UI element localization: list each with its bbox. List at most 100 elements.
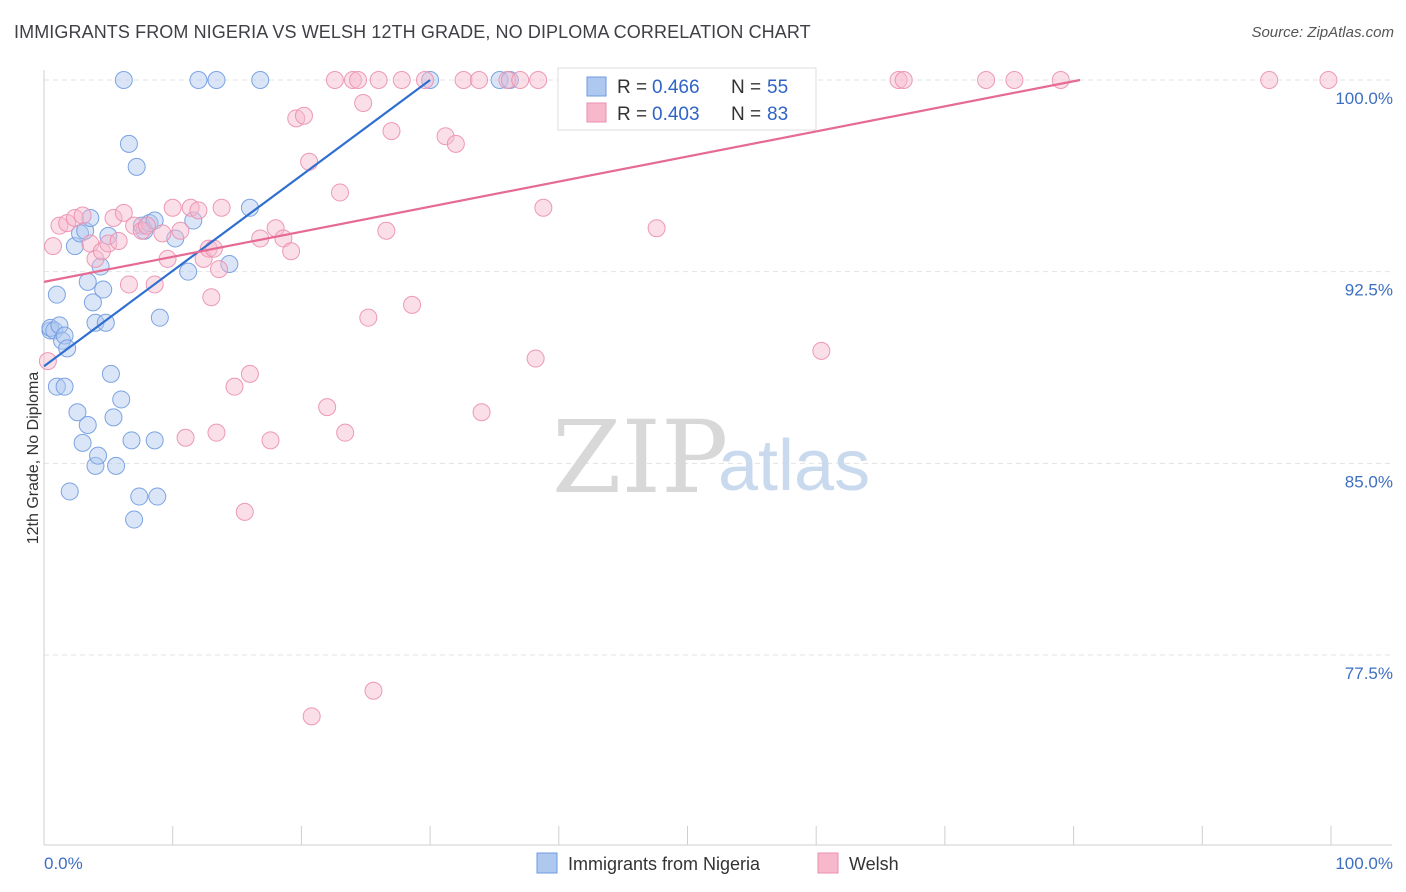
legend-swatch-pink — [586, 102, 607, 123]
welsh-point-12 — [114, 203, 133, 222]
watermark-atlas: atlas — [718, 426, 870, 506]
legend-r-label-pink: R = — [617, 104, 647, 125]
welsh-point-41 — [294, 106, 313, 125]
welsh-point-34 — [240, 364, 259, 383]
nigeria-point-22 — [78, 416, 97, 434]
y-tick-label-2: 92.5% — [1345, 281, 1393, 300]
nigeria-point-47 — [189, 71, 208, 89]
nigeria-point-40 — [148, 487, 167, 506]
welsh-point-1 — [44, 237, 63, 256]
welsh-point-8 — [92, 242, 111, 261]
welsh-point-11 — [109, 232, 128, 250]
welsh-point-0 — [38, 352, 57, 371]
welsh-point-32 — [225, 377, 244, 396]
nigeria-point-33 — [127, 157, 146, 176]
welsh-point-80 — [1005, 71, 1024, 89]
series-immigrants-from-nigeria — [41, 71, 519, 529]
y-tick-label-0: 77.5% — [1345, 664, 1393, 683]
bottom-legend-label-pink: Welsh — [849, 854, 899, 874]
nigeria-point-14 — [78, 272, 97, 291]
legend-swatch-blue — [586, 76, 607, 97]
watermark-zip: ZIP — [552, 399, 728, 516]
welsh-point-77 — [889, 71, 908, 89]
welsh-point-30 — [207, 423, 226, 442]
welsh-point-53 — [369, 71, 388, 89]
welsh-point-44 — [318, 398, 337, 417]
x-axis-ticks: 0.0% 100.0% — [44, 854, 1393, 873]
chart-title: IMMIGRANTS FROM NIGERIA VS WELSH 12TH GR… — [14, 22, 811, 42]
nigeria-point-30 — [119, 134, 138, 153]
welsh-point-54 — [377, 221, 396, 240]
legend-n-label-blue: N = — [731, 77, 761, 98]
nigeria-point-43 — [89, 446, 108, 465]
y-tick-label-3: 100.0% — [1335, 89, 1393, 108]
nigeria-point-4 — [47, 285, 66, 304]
welsh-point-79 — [977, 71, 996, 89]
welsh-point-65 — [511, 71, 530, 89]
legend-n-label-pink: N = — [731, 104, 761, 125]
welsh-point-31 — [212, 198, 231, 217]
welsh-point-33 — [235, 502, 254, 521]
welsh-point-45 — [325, 71, 344, 89]
nigeria-point-24 — [99, 226, 118, 245]
welsh-point-9 — [99, 234, 118, 253]
welsh-point-61 — [454, 71, 473, 89]
legend-r-value-pink: 0.403 — [652, 104, 700, 125]
welsh-point-49 — [349, 71, 368, 89]
welsh-point-57 — [403, 295, 422, 314]
nigeria-point-29 — [114, 71, 133, 89]
welsh-point-62 — [470, 71, 489, 89]
welsh-point-59 — [436, 127, 455, 146]
welsh-point-48 — [343, 71, 362, 89]
y-axis-label: 12th Grade, No Diploma — [25, 372, 42, 545]
legend-box: R = 0.466 N = 55 R = 0.403 N = 83 — [557, 67, 817, 131]
nigeria-point-37 — [140, 214, 159, 233]
y-axis-ticks: 77.5% 85.0% 92.5% 100.0% — [1335, 89, 1393, 683]
x-tick-label-min: 0.0% — [44, 854, 83, 873]
nigeria-point-39 — [145, 431, 164, 450]
welsh-point-47 — [336, 423, 355, 442]
welsh-point-64 — [498, 71, 517, 89]
nigeria-point-31 — [122, 431, 141, 450]
series-welsh — [38, 71, 1338, 726]
nigeria-point-53 — [490, 71, 509, 89]
nigeria-point-25 — [101, 364, 120, 383]
welsh-point-73 — [647, 219, 666, 238]
bottom-legend-swatch-blue — [536, 852, 558, 874]
welsh-trend-line — [43, 78, 1081, 283]
nigeria-point-23 — [86, 456, 105, 475]
welsh-point-46 — [331, 183, 350, 202]
nigeria-point-51 — [251, 71, 270, 89]
nigeria-point-26 — [104, 408, 123, 427]
bottom-legend: Immigrants from Nigeria Welsh — [536, 852, 899, 874]
welsh-point-66 — [529, 71, 548, 89]
welsh-point-58 — [415, 71, 434, 89]
welsh-point-36 — [261, 431, 280, 450]
welsh-point-21 — [171, 221, 190, 240]
watermark: ZIP atlas — [552, 399, 870, 516]
legend-n-value-blue: 55 — [767, 77, 788, 98]
x-tick-label-max: 100.0% — [1335, 854, 1393, 873]
bottom-legend-swatch-pink — [817, 852, 839, 874]
trend-lines — [43, 78, 1081, 368]
welsh-point-24 — [189, 201, 208, 220]
nigeria-point-45 — [179, 262, 198, 281]
bottom-legend-label-blue: Immigrants from Nigeria — [568, 854, 761, 874]
welsh-point-10 — [104, 209, 123, 227]
welsh-point-60 — [446, 134, 465, 153]
nigeria-point-8 — [47, 377, 66, 396]
welsh-point-42 — [300, 152, 319, 171]
welsh-point-39 — [282, 242, 301, 261]
welsh-point-67 — [526, 349, 545, 368]
welsh-point-5 — [73, 206, 92, 225]
nigeria-point-3 — [50, 316, 69, 335]
welsh-point-43 — [302, 707, 321, 726]
welsh-point-78 — [894, 71, 913, 89]
nigeria-point-34 — [130, 487, 149, 506]
legend-r-label-blue: R = — [617, 77, 647, 98]
welsh-point-55 — [382, 122, 401, 141]
nigeria-point-21 — [73, 433, 92, 452]
nigeria-point-27 — [107, 456, 126, 475]
nigeria-trend-line — [43, 79, 431, 368]
